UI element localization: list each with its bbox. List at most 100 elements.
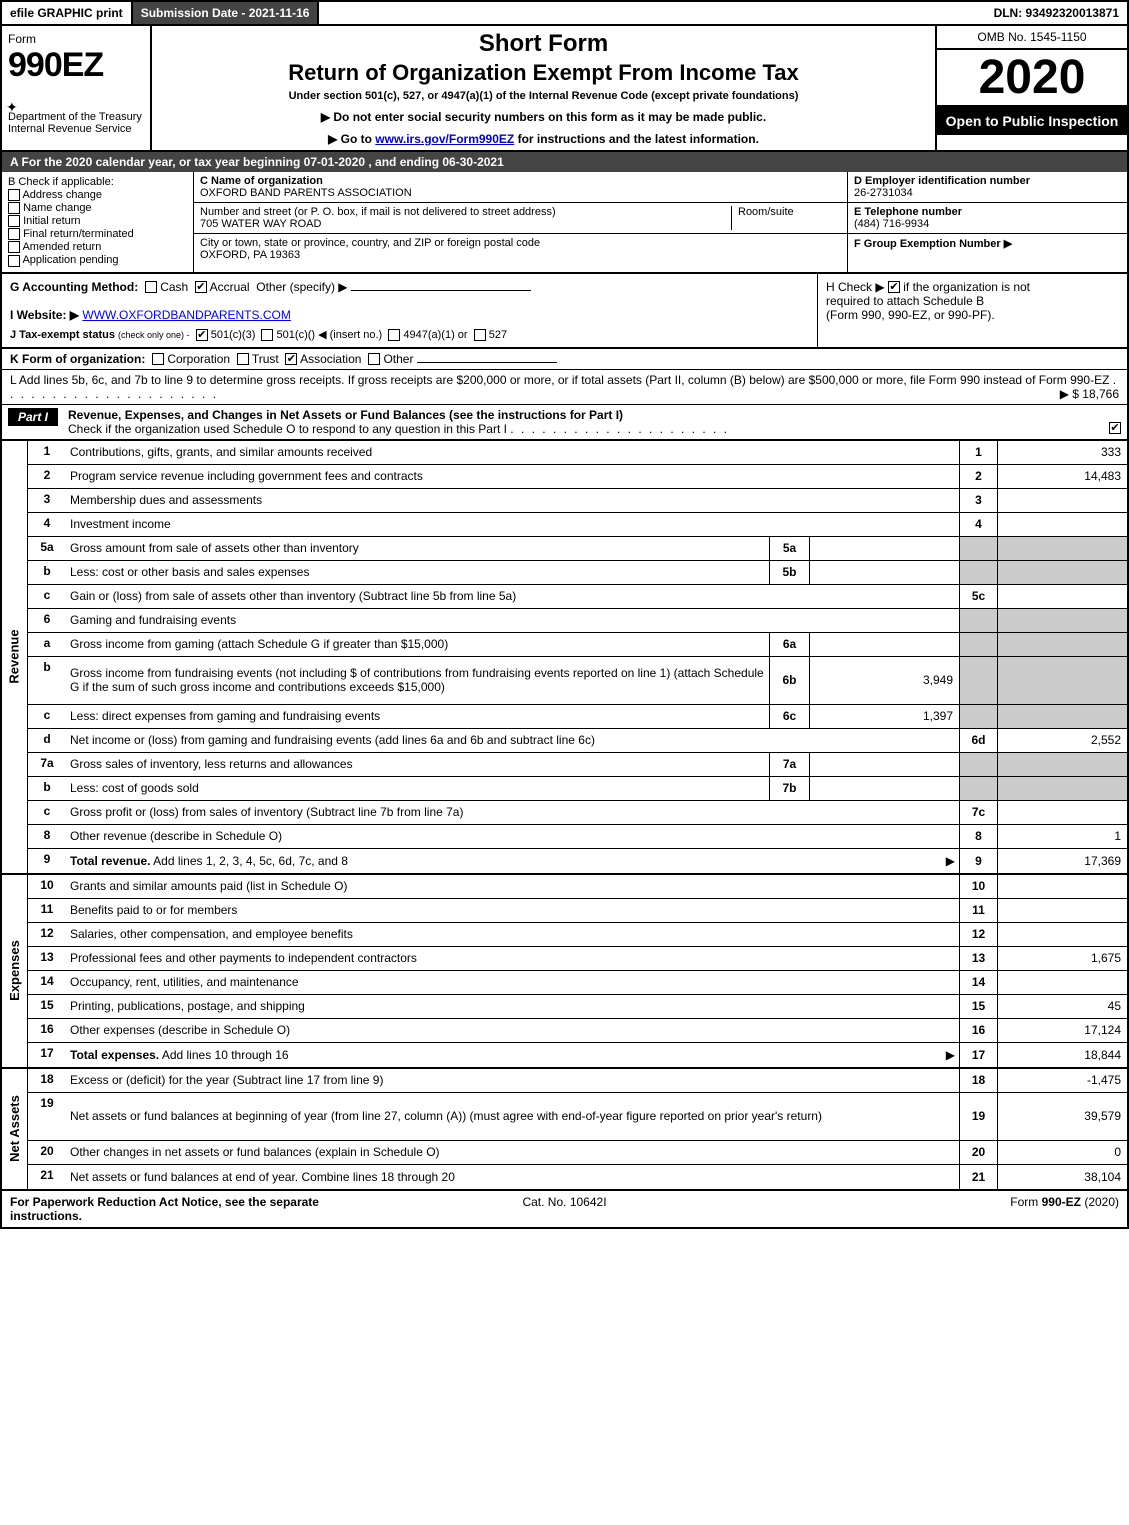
open-to-public: Open to Public Inspection xyxy=(937,107,1127,135)
checkbox-initial-return[interactable] xyxy=(8,215,20,227)
opt-application-pending: Application pending xyxy=(22,254,118,266)
sub-line-number: 7a xyxy=(769,753,809,776)
section-a-tax-year: A For the 2020 calendar year, or tax yea… xyxy=(0,152,1129,172)
checkbox-4947[interactable] xyxy=(388,329,400,341)
result-line-number: 13 xyxy=(959,947,997,970)
line-description: Occupancy, rent, utilities, and maintena… xyxy=(66,971,959,994)
checkbox-address-change[interactable] xyxy=(8,189,20,201)
instructions-link-line: ▶ Go to www.irs.gov/Form990EZ for instru… xyxy=(160,132,927,146)
line-description: Net assets or fund balances at end of ye… xyxy=(66,1165,959,1189)
result-value xyxy=(997,705,1127,728)
box-h-line3: (Form 990, 990-EZ, or 990-PF). xyxy=(826,308,995,322)
table-row: cLess: direct expenses from gaming and f… xyxy=(28,705,1127,729)
checkbox-other-org[interactable] xyxy=(368,353,380,365)
opt-address-change: Address change xyxy=(22,189,102,201)
checkbox-corporation[interactable] xyxy=(152,353,164,365)
checkbox-schedule-b[interactable] xyxy=(888,281,900,293)
box-l-text: L Add lines 5b, 6c, and 7b to line 9 to … xyxy=(10,373,1109,387)
opt-name-change: Name change xyxy=(23,202,92,214)
form-subtitle: Under section 501(c), 527, or 4947(a)(1)… xyxy=(160,90,927,102)
result-line-number xyxy=(959,537,997,560)
box-b: B Check if applicable: Address change Na… xyxy=(2,172,194,272)
result-line-number: 17 xyxy=(959,1043,997,1067)
result-value: 333 xyxy=(997,441,1127,464)
line-number: 13 xyxy=(28,947,66,970)
result-line-number xyxy=(959,777,997,800)
line-number: 6 xyxy=(28,609,66,632)
result-value: 17,124 xyxy=(997,1019,1127,1042)
line-description: Other changes in net assets or fund bala… xyxy=(66,1141,959,1164)
dept-irs: Internal Revenue Service xyxy=(8,123,144,135)
checkbox-trust[interactable] xyxy=(237,353,249,365)
sub-line-number: 5a xyxy=(769,537,809,560)
website-link[interactable]: WWW.OXFORDBANDPARENTS.COM xyxy=(82,308,290,322)
form-title-1: Short Form xyxy=(160,30,927,58)
result-value xyxy=(997,753,1127,776)
checkbox-501c3[interactable] xyxy=(196,329,208,341)
opt-association: Association xyxy=(300,352,361,366)
side-label-expenses: Expenses xyxy=(7,940,22,1001)
box-h-post: if the organization is not xyxy=(900,280,1030,294)
checkbox-association[interactable] xyxy=(285,353,297,365)
gh-row: G Accounting Method: Cash Accrual Other … xyxy=(0,274,1129,349)
result-value xyxy=(997,609,1127,632)
sub-line-value: 1,397 xyxy=(809,705,959,728)
sub-line-value xyxy=(809,537,959,560)
opt-501c3: 501(c)(3) xyxy=(211,329,256,341)
line-description: Gaming and fundraising events xyxy=(66,609,959,632)
irs-link[interactable]: www.irs.gov/Form990EZ xyxy=(375,132,514,146)
opt-501c-b: ) ◀ (insert no.) xyxy=(311,329,382,341)
omb-number: OMB No. 1545-1150 xyxy=(937,26,1127,50)
sub-line-value xyxy=(809,753,959,776)
addr-label: Number and street (or P. O. box, if mail… xyxy=(200,206,556,218)
goto-prefix: ▶ Go to xyxy=(328,132,375,146)
line-number: 1 xyxy=(28,441,66,464)
checkbox-final-return[interactable] xyxy=(8,228,20,240)
result-line-number: 10 xyxy=(959,875,997,898)
result-line-number: 5c xyxy=(959,585,997,608)
checkbox-name-change[interactable] xyxy=(8,202,20,214)
efile-print[interactable]: efile GRAPHIC print xyxy=(2,2,133,24)
checkbox-amended-return[interactable] xyxy=(8,241,20,253)
line-description: Benefits paid to or for members xyxy=(66,899,959,922)
checkbox-527[interactable] xyxy=(474,329,486,341)
table-row: 12Salaries, other compensation, and empl… xyxy=(28,923,1127,947)
line-description: Gross income from gaming (attach Schedul… xyxy=(66,633,769,656)
result-line-number xyxy=(959,561,997,584)
checkbox-cash[interactable] xyxy=(145,281,157,293)
line-description: Less: cost or other basis and sales expe… xyxy=(66,561,769,584)
result-line-number: 1 xyxy=(959,441,997,464)
table-row: 9Total revenue. Add lines 1, 2, 3, 4, 5c… xyxy=(28,849,1127,873)
line-number: 2 xyxy=(28,465,66,488)
form-header: Form 990EZ ✦ Department of the Treasury … xyxy=(0,26,1129,152)
result-line-number: 18 xyxy=(959,1069,997,1092)
checkbox-accrual[interactable] xyxy=(195,281,207,293)
box-k-label: K Form of organization: xyxy=(10,352,145,366)
line-number: b xyxy=(28,561,66,584)
box-g-label: G Accounting Method: xyxy=(10,280,138,294)
table-row: 5aGross amount from sale of assets other… xyxy=(28,537,1127,561)
line-description: Membership dues and assessments xyxy=(66,489,959,512)
opt-527: 527 xyxy=(489,329,507,341)
sub-line-value xyxy=(809,633,959,656)
table-row: dNet income or (loss) from gaming and fu… xyxy=(28,729,1127,753)
line-description: Salaries, other compensation, and employ… xyxy=(66,923,959,946)
form-title-2: Return of Organization Exempt From Incom… xyxy=(160,60,927,86)
line-number: 17 xyxy=(28,1043,66,1067)
checkbox-schedule-o[interactable] xyxy=(1109,422,1121,434)
line-description: Total expenses. Add lines 10 through 16 … xyxy=(66,1043,959,1067)
box-j-label: J Tax-exempt status xyxy=(10,329,115,341)
result-value xyxy=(997,657,1127,704)
result-line-number: 11 xyxy=(959,899,997,922)
box-h-line2: required to attach Schedule B xyxy=(826,294,984,308)
gross-receipts-amount: ▶ $ 18,766 xyxy=(1060,387,1119,401)
checkbox-501c[interactable] xyxy=(261,329,273,341)
checkbox-application-pending[interactable] xyxy=(8,255,20,267)
result-value xyxy=(997,801,1127,824)
line-description: Gross sales of inventory, less returns a… xyxy=(66,753,769,776)
box-k-row: K Form of organization: Corporation Trus… xyxy=(0,349,1129,370)
line-description: Investment income xyxy=(66,513,959,536)
line-number: 7a xyxy=(28,753,66,776)
sub-line-number: 5b xyxy=(769,561,809,584)
part-1-check-text: Check if the organization used Schedule … xyxy=(68,422,507,436)
